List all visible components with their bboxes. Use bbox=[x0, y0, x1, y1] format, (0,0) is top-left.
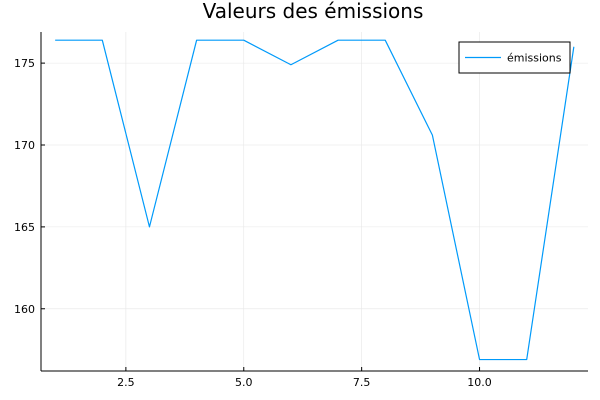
x-axis-ticks: 2.5 5.0 7.5 10.0 bbox=[117, 367, 492, 389]
series-line bbox=[55, 39, 575, 361]
x-tick-label: 7.5 bbox=[353, 376, 371, 389]
axes bbox=[40, 32, 588, 372]
y-tick-label: 165 bbox=[14, 221, 35, 234]
legend: émissions bbox=[458, 41, 571, 74]
legend-box bbox=[458, 41, 571, 74]
y-tick-label: 170 bbox=[14, 139, 35, 152]
y-tick-label: 160 bbox=[14, 303, 35, 316]
grid bbox=[41, 32, 588, 371]
chart-title: Valeurs des émissions bbox=[203, 0, 424, 23]
x-tick-label: 10.0 bbox=[467, 376, 492, 389]
series-lines bbox=[55, 39, 575, 361]
x-tick-label: 2.5 bbox=[117, 376, 135, 389]
y-tick-label: 175 bbox=[14, 57, 35, 70]
y-axis-ticks: 160 165 170 175 bbox=[14, 57, 45, 316]
x-tick-label: 5.0 bbox=[235, 376, 253, 389]
legend-label: émissions bbox=[507, 52, 562, 65]
